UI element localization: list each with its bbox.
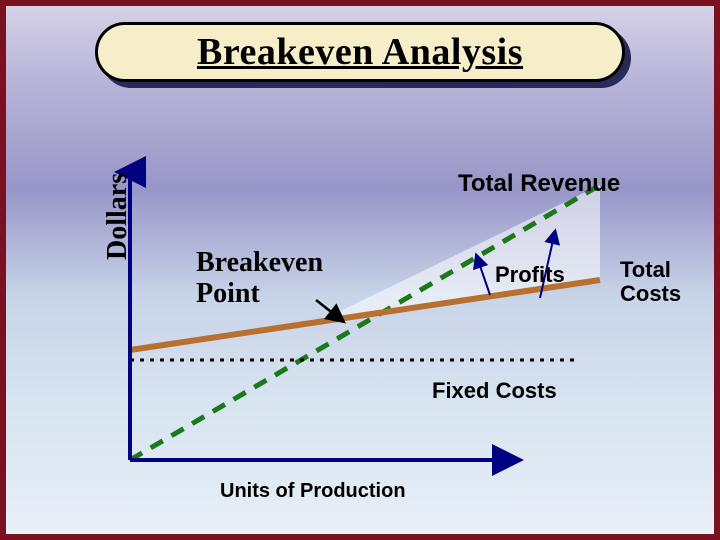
x-axis-label: Units of Production [220,480,406,503]
y-axis-label: Dollars [102,173,134,260]
profits-label: Profits [495,262,565,288]
total-revenue-line [130,185,600,460]
fixed-costs-label: Fixed Costs [432,378,557,404]
total-costs-text: TotalCosts [620,257,681,306]
breakeven-chart [0,100,720,520]
breakeven-point-label: BreakevenPoint [196,248,323,310]
title-container: Breakeven Analysis [95,22,625,82]
total-revenue-label: Total Revenue [458,170,620,198]
total-costs-label: TotalCosts [620,258,681,306]
breakeven-text-1: BreakevenPoint [196,247,323,309]
title-pill: Breakeven Analysis [95,22,625,82]
page-title: Breakeven Analysis [197,30,523,74]
